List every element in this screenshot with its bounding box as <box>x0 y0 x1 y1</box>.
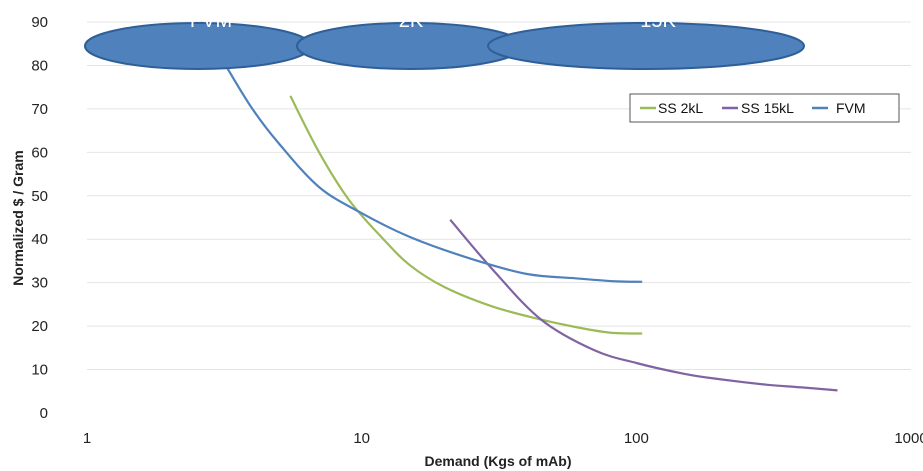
y-tick-label: 70 <box>31 101 48 118</box>
y-tick-label: 20 <box>31 318 48 335</box>
series-line-ss-15kl <box>449 218 838 392</box>
y-axis-ticks: 0 10 20 30 40 50 60 70 80 90 <box>31 14 48 422</box>
x-tick-label: 10 <box>353 430 370 447</box>
legend-box <box>629 93 900 123</box>
x-tick-label: 100 <box>624 430 649 447</box>
ellipse-15k-label: 15K <box>640 10 676 32</box>
x-tick-label: 1 <box>83 430 91 447</box>
legend-label-ss-2kl: SS 2kL <box>658 100 703 116</box>
legend-label-fvm: FVM <box>836 100 866 116</box>
series-layer <box>200 21 838 392</box>
y-tick-label: 90 <box>31 14 48 31</box>
ellipse-fvm-label: FVM <box>190 10 232 32</box>
y-tick-label: 0 <box>40 405 48 422</box>
y-axis-title: Normalized $ / Gram <box>10 150 26 285</box>
legend: SS 2kL SS 15kL FVM <box>629 93 900 123</box>
legend-label-ss-15kl: SS 15kL <box>741 100 794 116</box>
gridlines <box>87 21 911 371</box>
y-tick-label: 80 <box>31 57 48 74</box>
series-line-fvm <box>200 21 643 283</box>
series-line-ss-2kl <box>289 95 643 335</box>
y-tick-label: 40 <box>31 231 48 248</box>
y-tick-label: 10 <box>31 362 48 379</box>
y-tick-label: 60 <box>31 144 48 161</box>
y-tick-label: 50 <box>31 188 48 205</box>
ellipse-2k-label: 2K <box>399 10 424 32</box>
phase-ellipses: FVM 2K 15K <box>84 10 805 70</box>
x-axis-title: Demand (Kgs of mAb) <box>425 453 572 469</box>
y-tick-label: 30 <box>31 275 48 292</box>
ellipse-15k <box>487 22 805 70</box>
